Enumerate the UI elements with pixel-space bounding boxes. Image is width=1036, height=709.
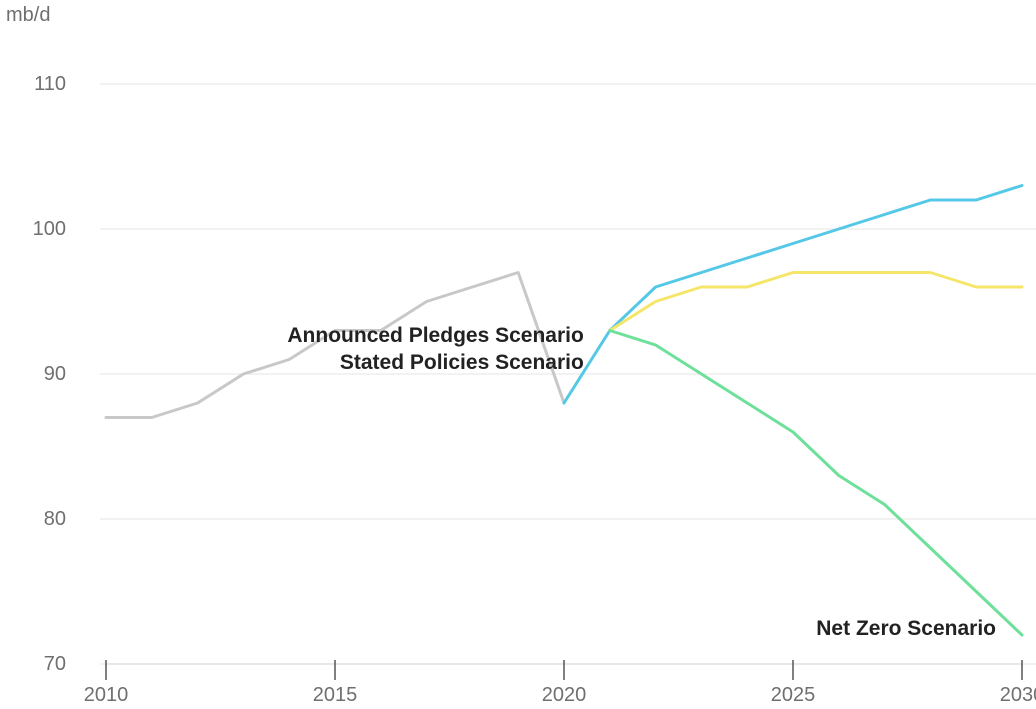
x-tick-label-2030: 2030: [1000, 684, 1036, 706]
annotation-stated-policies-scenario: Stated Policies Scenario: [340, 351, 584, 374]
series-line-net-zero-scenario: [608, 329, 1024, 637]
y-tick-label-80: 80: [44, 508, 66, 530]
y-tick-label-90: 90: [44, 363, 66, 385]
x-tick-label-2020: 2020: [542, 684, 587, 706]
annotation-announced-pledges-scenario: Announced Pledges Scenario: [287, 324, 583, 347]
x-tick-label-2025: 2025: [771, 684, 816, 706]
y-tick-label-100: 100: [33, 218, 66, 240]
y-tick-label-70: 70: [44, 653, 66, 675]
series-line-historical: [104, 271, 566, 419]
series-line-stated-policies-scenario: [608, 271, 1024, 332]
y-axis-unit-label: mb/d: [6, 4, 51, 26]
annotation-net-zero-scenario: Net Zero Scenario: [816, 617, 996, 640]
x-tick-label-2010: 2010: [84, 684, 129, 706]
y-tick-label-110: 110: [34, 73, 66, 95]
series-line-announced-pledges-scenario: [562, 184, 1024, 405]
x-tick-label-2015: 2015: [313, 684, 358, 706]
